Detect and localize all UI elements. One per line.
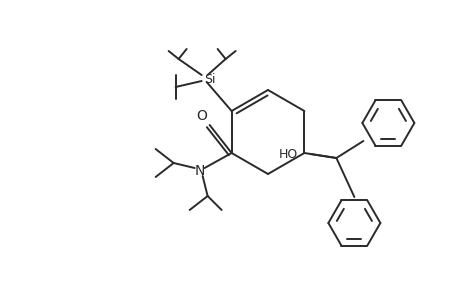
Text: Si: Si (203, 73, 215, 85)
Text: N: N (194, 164, 204, 178)
Text: O: O (196, 109, 207, 123)
Text: HO: HO (279, 148, 298, 160)
